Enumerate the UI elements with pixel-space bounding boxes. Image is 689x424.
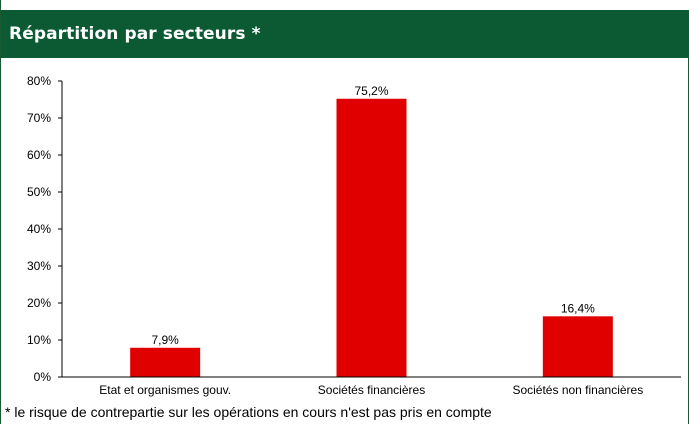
y-tick-label: 0% xyxy=(34,370,52,384)
chart-header: Répartition par secteurs * xyxy=(1,10,689,58)
y-axis: 0% 10% 20% 30% 40% 50% 60% 70% 80% xyxy=(27,74,63,384)
x-tick-label: Etat et organismes gouv. xyxy=(99,383,231,397)
page-title: Répartition par secteurs * xyxy=(9,24,261,44)
x-tick-label: Sociétés non financières xyxy=(512,383,643,397)
y-tick-label: 70% xyxy=(27,111,51,125)
y-tick-label: 20% xyxy=(27,296,51,310)
x-tick-label: Sociétés financières xyxy=(318,383,425,397)
y-tick-label: 10% xyxy=(27,333,51,347)
y-tick-label: 80% xyxy=(27,74,51,88)
y-tick-label: 60% xyxy=(27,148,51,162)
y-tick-label: 50% xyxy=(27,185,51,199)
bars: 7,9% 75,2% 16,4% xyxy=(130,84,613,377)
y-tick-label: 40% xyxy=(27,222,51,236)
bar xyxy=(130,347,201,377)
bar xyxy=(542,316,613,377)
bar-chart: 0% 10% 20% 30% 40% 50% 60% 70% 80% 7,9% 75,2% 16,4… xyxy=(27,74,681,397)
x-axis: Etat et organismes gouv. Sociétés financi… xyxy=(62,376,681,397)
bar-value-label: 16,4% xyxy=(561,301,595,315)
bar-value-label: 7,9% xyxy=(151,333,179,347)
bar-value-label: 75,2% xyxy=(354,84,388,98)
y-tick-label: 30% xyxy=(27,259,51,273)
bar xyxy=(336,98,407,377)
footnote: * le risque de contrepartie sur les opér… xyxy=(5,404,492,420)
top-margin xyxy=(1,0,689,10)
